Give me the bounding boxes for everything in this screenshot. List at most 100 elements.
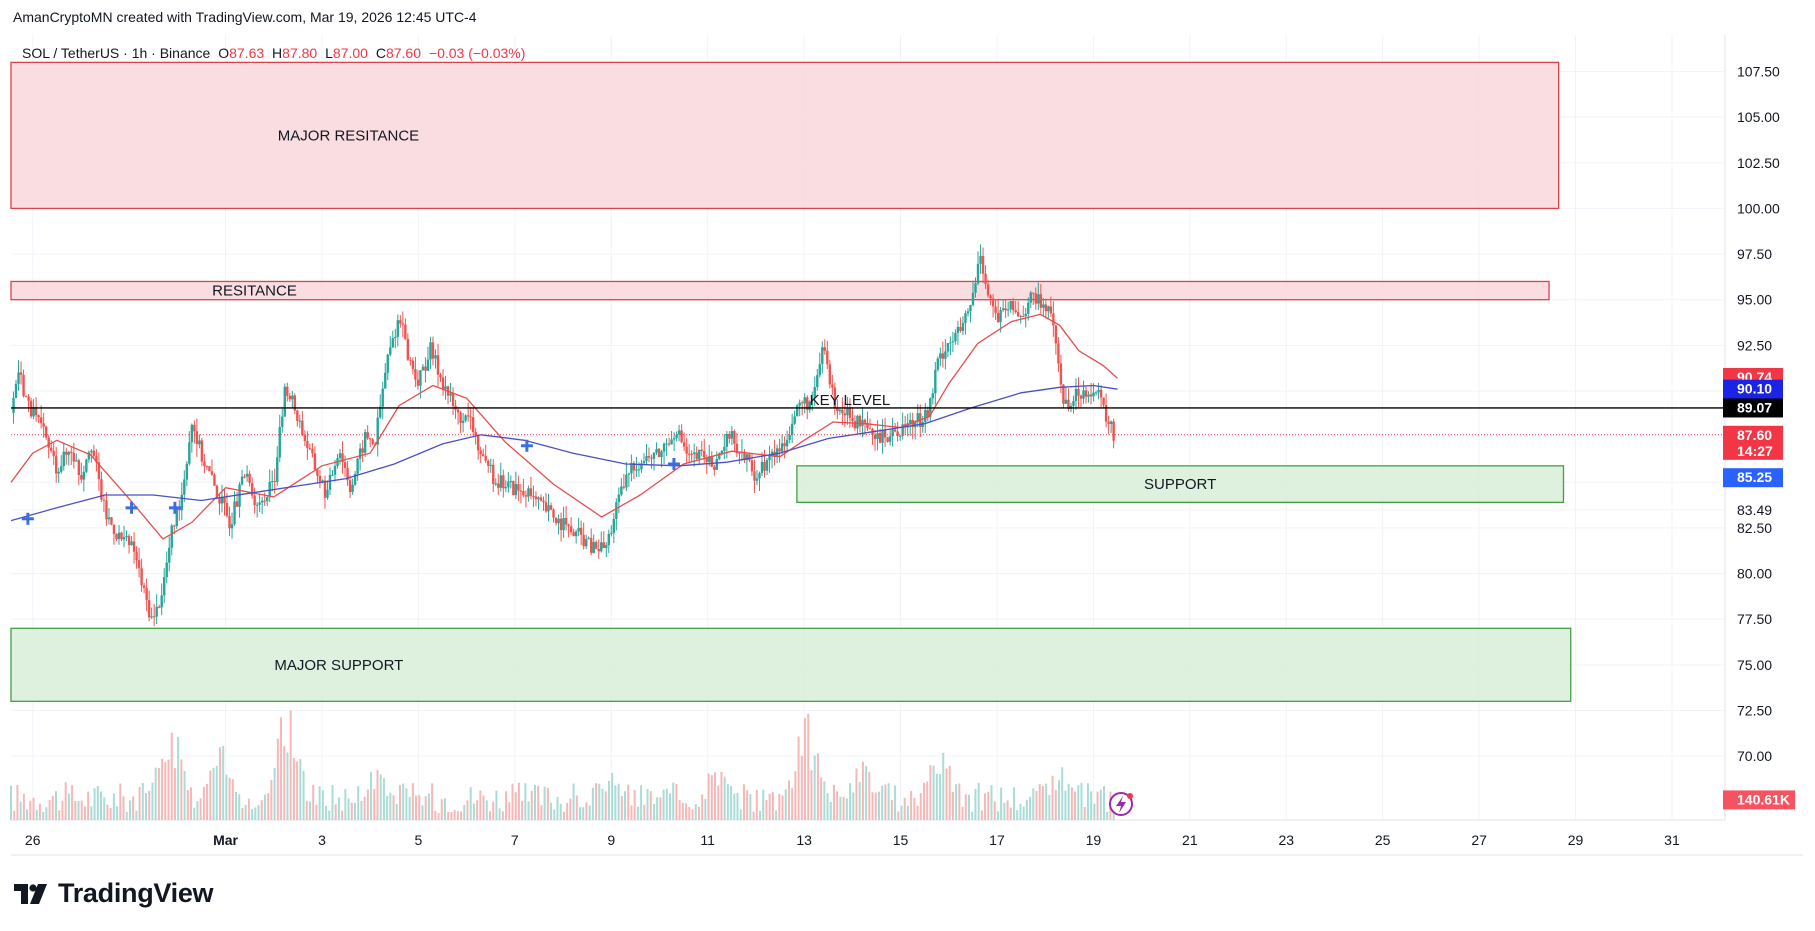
price-tag[interactable]	[1723, 379, 1783, 399]
volume-bar	[125, 811, 128, 820]
price-tag[interactable]	[1723, 468, 1783, 488]
zone-resitance[interactable]	[10, 280, 1550, 301]
volume-bar	[116, 806, 119, 820]
candle-body	[1029, 292, 1032, 303]
price-tag[interactable]	[1723, 398, 1783, 418]
volume-bar	[1083, 806, 1086, 820]
volume-bar	[543, 786, 546, 820]
candle-body	[414, 369, 417, 380]
candle-body	[308, 447, 312, 449]
candle-body	[1054, 325, 1058, 344]
candle-body	[451, 393, 455, 406]
candle-body	[122, 537, 126, 540]
volume-bar	[916, 805, 919, 820]
volume-bar	[228, 777, 231, 820]
candle-body	[532, 496, 535, 498]
volume-bar	[1051, 775, 1054, 820]
volume-bar	[730, 785, 733, 820]
signal-marker-icon	[520, 439, 533, 452]
high-value: 87.80	[282, 45, 318, 61]
price-tag[interactable]	[1723, 790, 1795, 810]
candle-body	[193, 424, 196, 432]
volume-bar	[505, 791, 508, 820]
candle-body	[1049, 306, 1053, 314]
volume-bar	[826, 793, 829, 820]
candle-body	[758, 473, 761, 479]
open-value: 87.63	[229, 45, 265, 61]
volume-bar	[16, 785, 19, 820]
candle-body	[358, 448, 362, 459]
volume-bar	[289, 710, 292, 820]
candle-body	[675, 434, 678, 439]
candle-body	[298, 420, 302, 422]
volume-bar	[855, 768, 858, 820]
volume-bar	[141, 782, 144, 820]
lightning-icon[interactable]	[1109, 792, 1133, 816]
candle-body	[278, 426, 281, 458]
candle-body	[235, 501, 239, 507]
volume-bar	[845, 798, 848, 820]
volume-bar	[1016, 810, 1019, 820]
candle-body	[1014, 310, 1017, 313]
candle-body	[635, 469, 638, 471]
candle-body	[630, 462, 633, 474]
volume-bar	[977, 782, 980, 820]
volume-bar	[572, 783, 575, 820]
volume-bar	[691, 809, 694, 820]
candle-body	[708, 456, 711, 462]
volume-bar	[251, 808, 254, 820]
candle-body	[250, 482, 254, 496]
candle-body	[67, 451, 70, 455]
x-tick-label: 25	[1375, 832, 1391, 848]
zone-support[interactable]	[796, 465, 1565, 503]
candle-body	[203, 461, 206, 467]
volume-bar	[996, 811, 999, 820]
candle-body	[883, 430, 887, 438]
candle-body	[200, 440, 204, 462]
volume-bar	[280, 717, 283, 820]
candle-body	[795, 405, 799, 417]
volume-bar	[315, 804, 318, 820]
candle-body	[853, 421, 857, 429]
volume-bar	[421, 805, 424, 820]
candle-body	[1082, 390, 1085, 399]
volume-bar	[415, 795, 418, 820]
volume-bar	[971, 811, 974, 820]
zone-major-resitance[interactable]	[10, 61, 1560, 210]
volume-bar	[881, 785, 884, 820]
candle-body	[461, 420, 465, 423]
candle-body	[286, 386, 289, 396]
symbol-label[interactable]: SOL / TetherUS · 1h · Binance	[22, 45, 211, 61]
price-tag[interactable]	[1723, 425, 1783, 460]
candle-body	[82, 471, 86, 480]
candle-body	[240, 476, 244, 485]
volume-bar	[1003, 802, 1006, 820]
candle-body	[703, 451, 706, 458]
volume-bar	[109, 807, 112, 820]
volume-bar	[675, 784, 678, 820]
candle-body	[798, 402, 801, 406]
volume-bar	[1032, 788, 1035, 820]
volume-bar	[1093, 803, 1096, 820]
candle-body	[1004, 308, 1007, 311]
candle-body	[873, 434, 877, 440]
candle-body	[813, 387, 816, 399]
candle-body	[718, 453, 721, 459]
close-label: C	[375, 45, 386, 61]
candle-body	[783, 443, 786, 447]
volume-bar	[1106, 811, 1109, 820]
candle-body	[14, 383, 18, 398]
candle-body	[268, 481, 271, 498]
tradingview-logo[interactable]: TradingView	[14, 878, 214, 909]
volume-bar	[771, 791, 774, 820]
signal-marker-icon	[125, 501, 138, 514]
candle-body	[371, 439, 374, 445]
candle-body	[996, 312, 1000, 323]
volume-bar	[778, 793, 781, 820]
volume-bar	[456, 811, 459, 820]
zone-major-support[interactable]	[10, 627, 1572, 702]
candle-body	[725, 434, 729, 447]
candle-body	[524, 495, 528, 497]
volume-bar	[337, 797, 340, 820]
